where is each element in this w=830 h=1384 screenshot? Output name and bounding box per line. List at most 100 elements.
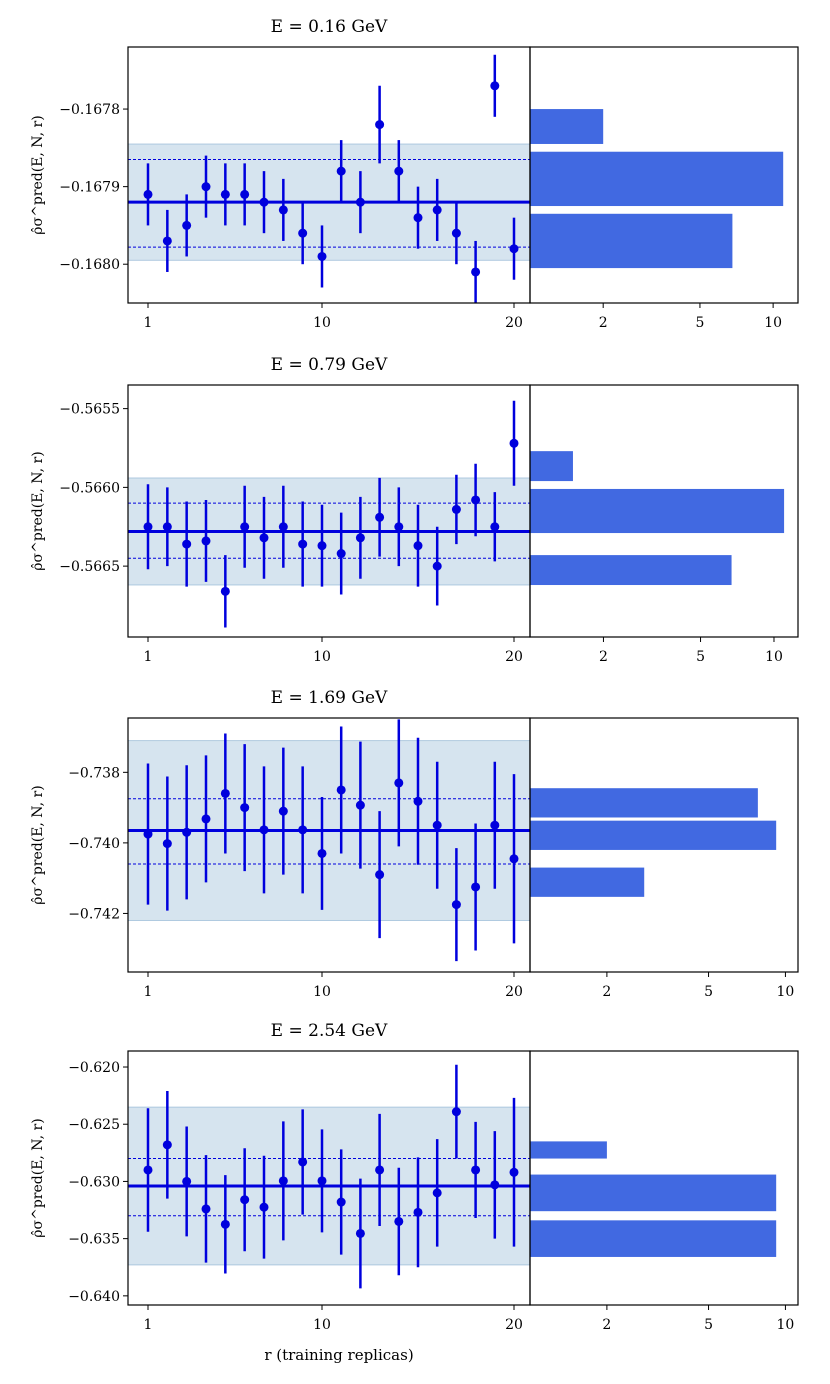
x-tick-label: 20	[505, 649, 523, 665]
y-tick-label: −0.630	[68, 1174, 120, 1190]
data-point-9	[298, 539, 308, 549]
histogram-bar-1	[530, 1141, 607, 1159]
data-point-3	[182, 220, 192, 230]
y-tick-label: −0.1678	[59, 102, 120, 118]
data-point-15	[413, 213, 423, 223]
hist-x-tick-label: 2	[602, 984, 611, 1000]
data-point-17	[451, 228, 461, 238]
data-point-12	[355, 800, 365, 810]
data-point-14	[394, 166, 404, 176]
y-tick-label: −0.742	[68, 906, 120, 922]
data-point-5	[220, 189, 230, 199]
data-point-20	[509, 854, 519, 864]
x-axis-label: r (training replicas)	[264, 1346, 413, 1364]
y-tick-label: −0.625	[68, 1117, 120, 1133]
data-point-10	[317, 251, 327, 261]
data-point-9	[298, 825, 308, 835]
y-tick-label: −0.740	[68, 836, 120, 852]
data-point-15	[413, 796, 423, 806]
data-point-8	[278, 806, 288, 816]
data-point-18	[471, 882, 481, 892]
data-point-6	[240, 189, 250, 199]
data-point-7	[259, 1202, 269, 1212]
data-point-7	[259, 533, 269, 543]
data-point-3	[182, 827, 192, 837]
hist-x-tick-label: 5	[704, 984, 713, 1000]
data-point-13	[375, 120, 385, 130]
hist-x-tick-label: 5	[695, 315, 704, 331]
histogram-bar-2	[530, 151, 784, 207]
y-tick-label: −0.640	[68, 1289, 120, 1305]
data-point-9	[298, 1157, 308, 1167]
data-point-11	[336, 1197, 346, 1207]
data-point-12	[355, 533, 365, 543]
x-tick-label: 20	[505, 315, 523, 331]
data-point-9	[298, 228, 308, 238]
x-tick-label: 10	[313, 315, 331, 331]
data-point-4	[201, 1204, 211, 1214]
hist-x-tick-label: 5	[696, 649, 705, 665]
x-tick-label: 1	[144, 315, 153, 331]
data-point-16	[432, 205, 442, 215]
data-point-1	[143, 1165, 153, 1175]
data-point-11	[336, 549, 346, 559]
histogram-bar-3	[530, 867, 645, 897]
data-point-12	[355, 197, 365, 207]
data-point-4	[201, 182, 211, 192]
data-point-5	[220, 1219, 230, 1229]
data-point-16	[432, 1188, 442, 1198]
hist-x-tick-label: 2	[599, 649, 608, 665]
panel-2: E = 0.79 GeV −0.5655 −0.5660 −0.5665 1 10 20 2 5…	[30, 355, 799, 665]
data-point-16	[432, 820, 442, 830]
data-point-18	[471, 495, 481, 505]
x-tick-label: 1	[144, 1317, 153, 1333]
data-point-2	[162, 839, 172, 849]
data-point-12	[355, 1228, 365, 1238]
histogram-axes-frame	[529, 46, 799, 304]
hist-x-tick-label: 2	[599, 315, 608, 331]
y-tick-label: −0.620	[68, 1060, 120, 1076]
data-point-1	[143, 522, 153, 532]
data-point-6	[240, 522, 250, 532]
data-point-20	[509, 244, 519, 254]
data-point-6	[240, 1195, 250, 1205]
hist-x-tick-label: 5	[704, 1317, 713, 1333]
data-point-8	[278, 1176, 288, 1186]
data-point-14	[394, 522, 404, 532]
x-tick-label: 1	[144, 984, 153, 1000]
data-point-10	[317, 541, 327, 551]
data-point-14	[394, 1216, 404, 1226]
histogram-bar-2	[530, 820, 777, 850]
histogram-bar-1	[530, 788, 758, 818]
y-axis-label: ρ̂σ^pred(E, N, r)	[30, 115, 46, 234]
histogram-bar-3	[530, 1220, 777, 1257]
data-point-7	[259, 825, 269, 835]
y-tick-label: −0.738	[68, 765, 120, 781]
histogram-bar-3	[530, 213, 733, 269]
histogram-bar-3	[530, 555, 732, 586]
x-tick-label: 20	[505, 984, 523, 1000]
y-tick-label: −0.5660	[59, 480, 120, 496]
data-point-2	[162, 236, 172, 246]
histogram-bar-1	[530, 109, 604, 144]
x-tick-label: 20	[505, 1317, 523, 1333]
data-point-13	[375, 512, 385, 522]
data-point-6	[240, 803, 250, 813]
data-point-14	[394, 778, 404, 788]
histogram-axes-frame	[529, 717, 799, 973]
y-tick-label: −0.1680	[59, 257, 120, 273]
y-tick-label: −0.5665	[59, 559, 120, 575]
x-tick-label: 10	[313, 984, 331, 1000]
panel-title: E = 0.16 GeV	[271, 17, 388, 37]
x-tick-label: 1	[144, 649, 153, 665]
panel-title: E = 0.79 GeV	[271, 355, 388, 375]
x-tick-label: 10	[313, 1317, 331, 1333]
histogram-axes-frame	[529, 1050, 799, 1306]
data-point-1	[143, 829, 153, 839]
hist-x-tick-label: 10	[777, 984, 795, 1000]
hist-x-tick-label: 10	[764, 315, 782, 331]
data-point-11	[336, 166, 346, 176]
data-point-15	[413, 1207, 423, 1217]
data-point-17	[451, 900, 461, 910]
data-point-1	[143, 189, 153, 199]
